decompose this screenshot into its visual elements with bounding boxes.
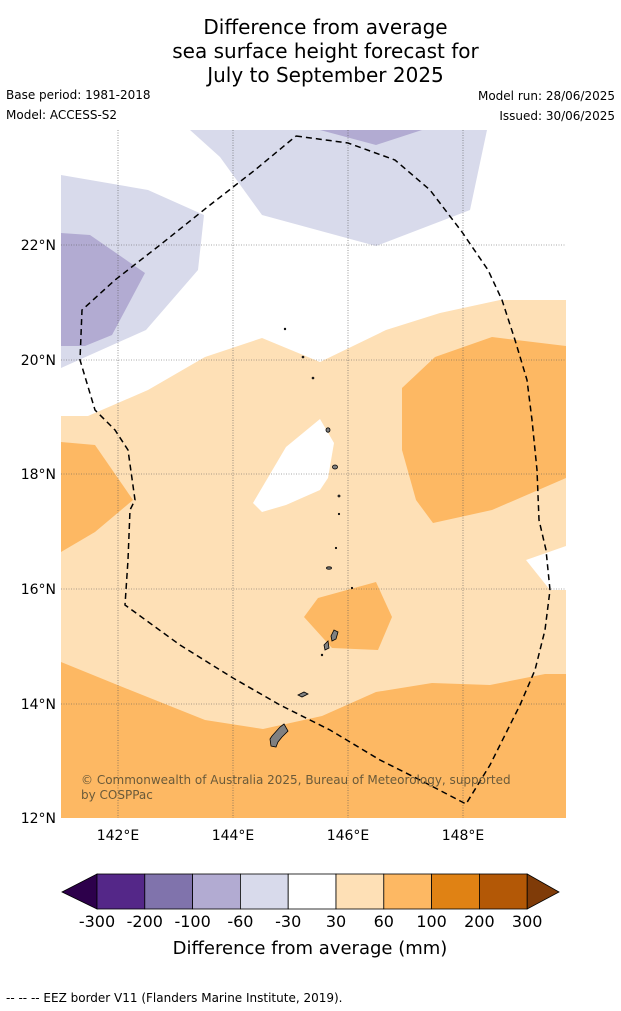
title-line-2: sea surface height forecast for (172, 39, 479, 63)
map-title: Difference from average sea surface heig… (0, 15, 621, 87)
lon-label-146e: 146°E (327, 828, 370, 844)
colorbar-extend-max (526, 873, 560, 910)
contour-60-100-east (402, 337, 566, 523)
island-tinian (323, 640, 330, 651)
island-farallon-de-medinilla (350, 586, 354, 590)
contour-neutral-central (253, 419, 334, 512)
colorbar-bin-30-60 (335, 873, 385, 910)
colorbar-bin-neg300-neg200 (96, 873, 146, 910)
island-alamagan (337, 494, 341, 498)
island-farallon-de-pajaros (283, 327, 287, 331)
colorbar-label-neg200: -200 (127, 912, 163, 931)
colorbar-title: Difference from average (mm) (173, 938, 448, 959)
island-guguan (337, 512, 341, 516)
model-run-label: Model run: 28/06/2025 (477, 89, 615, 103)
island-pagan (332, 464, 338, 470)
map-plot-area: © Commonwealth of Australia 2025, Bureau… (61, 130, 566, 818)
contour-neg30-neg60-north (190, 130, 487, 246)
base-period-label: Base period: 1981-2018 (6, 88, 151, 102)
lat-label-18n: 18°N (21, 467, 56, 483)
model-label: Model: ACCESS-S2 (6, 108, 118, 122)
colorbar-label-60: 60 (374, 912, 394, 931)
colorbar-label-200: 200 (464, 912, 495, 931)
colorbar-tick-labels: -300 -200 -100 -60 -30 30 60 100 200 300 (79, 912, 543, 931)
colorbar-bin-neg60-neg30 (239, 873, 289, 910)
graticule (61, 130, 566, 818)
colorbar-bin-100-200 (431, 873, 480, 910)
copyright-line-1: © Commonwealth of Australia 2025, Bureau… (81, 773, 511, 787)
lat-label-14n: 14°N (21, 697, 56, 713)
eez-border (79, 135, 551, 805)
island-agrihan (325, 427, 331, 433)
island-aguijan (320, 653, 324, 657)
issued-label: Issued: 30/06/2025 (499, 109, 615, 123)
island-rota (297, 691, 309, 698)
colorbar-label-30: 30 (326, 912, 346, 931)
copyright-line-2: by COSPPac (81, 788, 153, 802)
colorbar-bin-60-100 (383, 873, 432, 910)
island-anatahan (326, 566, 332, 570)
colorbar-label-neg100: -100 (174, 912, 210, 931)
lon-label-142e: 142°E (97, 828, 140, 844)
contour-60-100-west (61, 442, 133, 552)
colorbar: -300 -200 -100 -60 -30 30 60 100 200 300… (61, 873, 560, 959)
lat-label-20n: 20°N (21, 353, 56, 369)
colorbar-label-neg30: -30 (275, 912, 301, 931)
colorbar-label-100: 100 (416, 912, 447, 931)
islands (269, 327, 354, 748)
island-asuncion (311, 376, 315, 380)
lon-label-148e: 148°E (442, 828, 485, 844)
lat-label-16n: 16°N (21, 582, 56, 598)
colorbar-extend-min (61, 873, 98, 910)
contour-neg60-neg100-west (61, 233, 145, 346)
island-sarigan (334, 546, 338, 550)
lat-label-12n: 12°N (21, 811, 56, 827)
island-maug (301, 355, 305, 359)
lat-label-22n: 22°N (21, 238, 56, 254)
colorbar-label-neg300: -300 (79, 912, 115, 931)
colorbar-bin-200-300 (478, 873, 528, 910)
colorbar-bin-neg30-30 (287, 873, 337, 910)
eez-footnote: -- -- -- EEZ border V11 (Flanders Marine… (6, 991, 343, 1005)
title-line-1: Difference from average (203, 15, 448, 39)
contour-neutral-east (526, 546, 566, 590)
colorbar-label-neg60: -60 (227, 912, 253, 931)
island-saipan (330, 629, 339, 642)
island-guam (269, 723, 289, 748)
title-line-3: July to September 2025 (207, 63, 444, 87)
lon-label-144e: 144°E (212, 828, 255, 844)
colorbar-bin-neg100-neg60 (192, 873, 241, 910)
colorbar-bin-neg200-neg100 (144, 873, 194, 910)
latitude-axis: 22°N 20°N 18°N 16°N 14°N 12°N (21, 238, 56, 827)
longitude-axis: 142°E 144°E 146°E 148°E (97, 828, 485, 844)
contour-60-100-south (61, 662, 566, 818)
colorbar-label-300: 300 (512, 912, 543, 931)
contour-neg60-neg100-north (320, 130, 422, 145)
